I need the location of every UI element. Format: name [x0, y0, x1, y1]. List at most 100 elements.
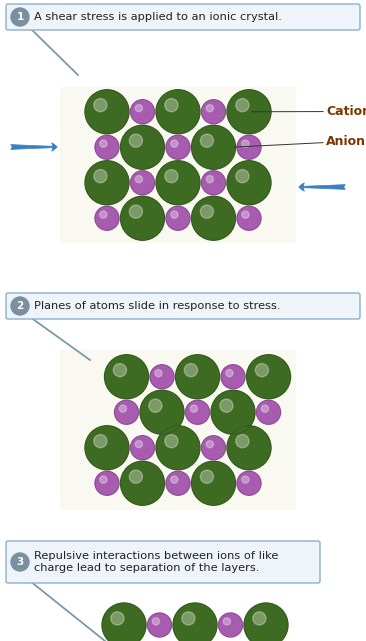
Circle shape: [200, 134, 213, 147]
Circle shape: [152, 618, 160, 625]
Circle shape: [95, 135, 119, 159]
Circle shape: [156, 426, 200, 470]
Circle shape: [85, 161, 129, 204]
Circle shape: [135, 176, 142, 183]
Circle shape: [100, 140, 107, 147]
Circle shape: [171, 211, 178, 218]
Circle shape: [220, 399, 233, 412]
Circle shape: [129, 470, 142, 483]
Circle shape: [253, 612, 266, 625]
Circle shape: [236, 435, 249, 448]
Circle shape: [95, 206, 119, 230]
Circle shape: [191, 196, 235, 240]
Circle shape: [191, 462, 235, 505]
Circle shape: [206, 104, 213, 112]
Circle shape: [242, 140, 249, 147]
Circle shape: [165, 170, 178, 183]
Circle shape: [247, 354, 291, 399]
Circle shape: [166, 206, 190, 230]
Circle shape: [11, 297, 29, 315]
Circle shape: [176, 354, 220, 399]
Circle shape: [113, 363, 127, 377]
Circle shape: [115, 400, 138, 424]
Circle shape: [236, 170, 249, 183]
Circle shape: [166, 135, 190, 159]
Circle shape: [120, 462, 164, 505]
Circle shape: [140, 390, 184, 434]
Circle shape: [147, 613, 172, 637]
Circle shape: [173, 603, 217, 641]
Circle shape: [227, 161, 271, 204]
Text: Planes of atoms slide in response to stress.: Planes of atoms slide in response to str…: [34, 301, 280, 311]
Circle shape: [131, 100, 154, 124]
Circle shape: [227, 90, 271, 134]
Circle shape: [202, 436, 225, 460]
Circle shape: [85, 426, 129, 470]
Circle shape: [11, 553, 29, 571]
Circle shape: [129, 205, 142, 218]
Circle shape: [202, 100, 225, 124]
Circle shape: [255, 363, 269, 377]
Circle shape: [226, 370, 233, 377]
Text: A shear stress is applied to an ionic crystal.: A shear stress is applied to an ionic cr…: [34, 12, 282, 22]
Circle shape: [135, 104, 142, 112]
Circle shape: [186, 400, 209, 424]
Text: 3: 3: [16, 557, 24, 567]
Circle shape: [149, 399, 162, 412]
Circle shape: [206, 176, 213, 183]
Circle shape: [227, 426, 271, 470]
Circle shape: [237, 206, 261, 230]
FancyBboxPatch shape: [6, 4, 360, 30]
Circle shape: [94, 99, 107, 112]
Circle shape: [261, 405, 269, 412]
Text: 1: 1: [16, 12, 24, 22]
Circle shape: [237, 471, 261, 495]
Circle shape: [242, 211, 249, 218]
Circle shape: [165, 99, 178, 112]
Circle shape: [131, 171, 154, 195]
Circle shape: [237, 135, 261, 159]
Circle shape: [111, 612, 124, 625]
FancyBboxPatch shape: [60, 87, 296, 243]
Circle shape: [11, 8, 29, 26]
Circle shape: [182, 612, 195, 625]
Circle shape: [155, 370, 162, 377]
Circle shape: [242, 476, 249, 483]
Circle shape: [171, 476, 178, 483]
Circle shape: [165, 435, 178, 448]
Circle shape: [211, 390, 255, 434]
FancyBboxPatch shape: [6, 541, 320, 583]
Circle shape: [102, 603, 146, 641]
Circle shape: [171, 140, 178, 147]
Circle shape: [94, 435, 107, 448]
Circle shape: [166, 471, 190, 495]
Text: 2: 2: [16, 301, 24, 311]
Circle shape: [191, 125, 235, 169]
Text: Anion: Anion: [234, 135, 366, 148]
Circle shape: [223, 618, 231, 625]
Text: Cation: Cation: [252, 105, 366, 118]
Circle shape: [221, 365, 245, 388]
Circle shape: [184, 363, 198, 377]
Circle shape: [85, 90, 129, 134]
Circle shape: [120, 125, 164, 169]
Circle shape: [236, 99, 249, 112]
Circle shape: [200, 205, 213, 218]
FancyBboxPatch shape: [60, 350, 296, 510]
Circle shape: [120, 196, 164, 240]
FancyBboxPatch shape: [6, 293, 360, 319]
Circle shape: [100, 476, 107, 483]
Circle shape: [129, 134, 142, 147]
Circle shape: [257, 400, 280, 424]
Circle shape: [135, 440, 142, 448]
Circle shape: [156, 161, 200, 204]
Circle shape: [200, 470, 213, 483]
Circle shape: [156, 90, 200, 134]
Circle shape: [190, 405, 198, 412]
Circle shape: [150, 365, 174, 388]
Circle shape: [105, 354, 149, 399]
Circle shape: [100, 211, 107, 218]
Circle shape: [202, 171, 225, 195]
Circle shape: [219, 613, 243, 637]
Circle shape: [94, 170, 107, 183]
